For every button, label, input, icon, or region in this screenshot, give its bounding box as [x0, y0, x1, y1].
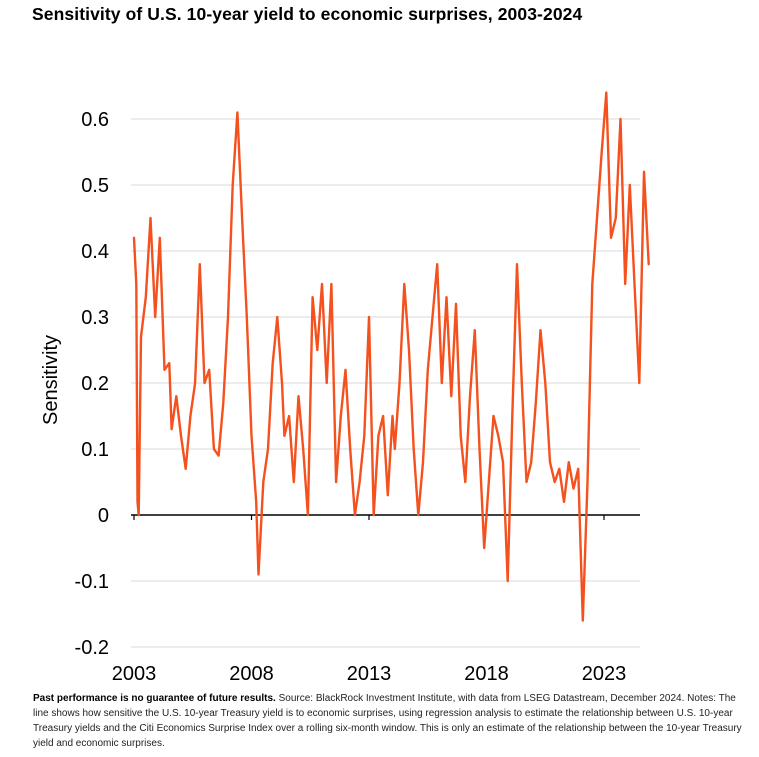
- x-tick-label: 2003: [112, 663, 157, 685]
- footnote-text: Source: BlackRock Investment Institute, …: [33, 693, 742, 749]
- y-tick-label: 0.5: [81, 175, 109, 197]
- y-axis-ticks: -0.2 -0.1 0 0.1 0.2 0.3 0.4 0.5 0.6: [75, 109, 109, 659]
- line-chart: -0.2 -0.1 0 0.1 0.2 0.3 0.4 0.5 0.6 2003 2008 2013…: [40, 91, 650, 685]
- y-tick-label: 0: [98, 505, 109, 527]
- grid-lines: [131, 118, 640, 648]
- y-tick-label: 0.1: [81, 439, 109, 461]
- x-axis-ticks: 2003 2008 2013 2018 2023: [112, 515, 627, 685]
- y-tick-label: -0.1: [75, 571, 109, 593]
- sensitivity-series-line: [132, 91, 650, 622]
- x-tick-label: 2013: [347, 663, 392, 685]
- footnote: Past performance is no guarantee of futu…: [33, 691, 748, 751]
- footnote-disclaimer: Past performance is no guarantee of futu…: [33, 693, 276, 704]
- y-tick-label: 0.4: [81, 241, 109, 263]
- y-axis-label: Sensitivity: [40, 335, 62, 425]
- y-tick-label: 0.3: [81, 307, 109, 329]
- x-tick-label: 2008: [229, 663, 274, 685]
- chart-title: Sensitivity of U.S. 10-year yield to eco…: [32, 4, 583, 24]
- y-tick-label: 0.2: [81, 373, 109, 395]
- x-tick-label: 2023: [582, 663, 627, 685]
- x-tick-label: 2018: [464, 663, 509, 685]
- y-tick-label: 0.6: [81, 109, 109, 131]
- y-tick-label: -0.2: [75, 637, 109, 659]
